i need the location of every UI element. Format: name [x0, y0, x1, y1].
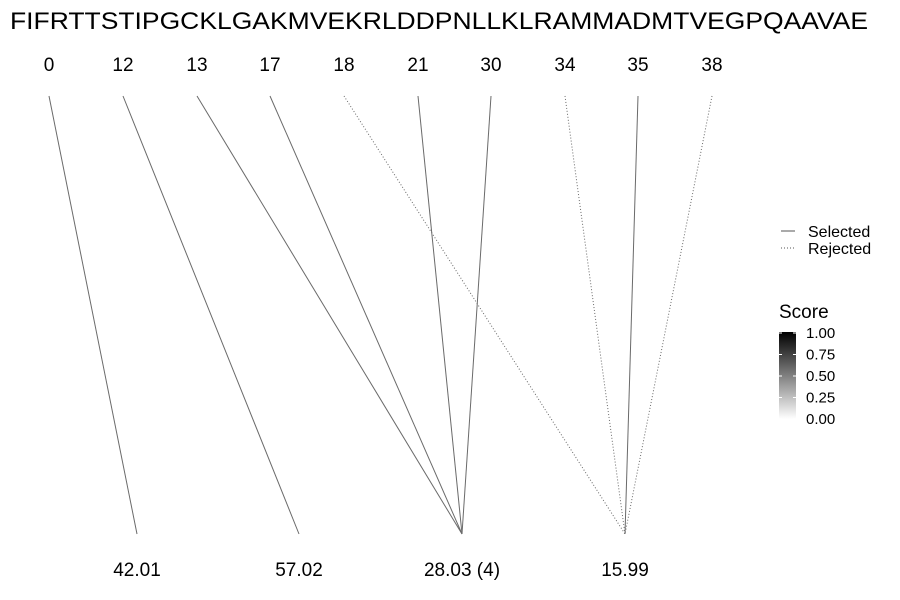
top-position-label: 30 [480, 55, 501, 76]
top-position-label: 18 [333, 55, 354, 76]
score-tick-label: 1.00 [806, 325, 835, 342]
bottom-value-label: 42.01 [113, 560, 161, 581]
selected-link-line [48, 95, 138, 535]
top-position-label: 21 [407, 55, 428, 76]
line-type-legend: Selected Rejected [781, 224, 871, 258]
score-tick-label: 0.75 [806, 347, 835, 364]
top-position-labels: 0 12 13 17 18 21 30 34 35 38 [44, 55, 723, 76]
rejected-legend-label: Rejected [808, 241, 871, 258]
top-position-label: 12 [112, 55, 133, 76]
bottom-value-label: 15.99 [601, 560, 649, 581]
selected-link-line [269, 95, 463, 535]
top-position-label: 0 [44, 55, 55, 76]
selected-link-line [624, 95, 639, 535]
rejected-link-line [624, 95, 713, 535]
bottom-value-label: 57.02 [275, 560, 323, 581]
score-tick-label: 0.25 [806, 390, 835, 407]
bottom-value-labels: 42.01 57.02 28.03 (4) 15.99 [113, 560, 649, 581]
bottom-value-label: 28.03 (4) [424, 560, 500, 581]
top-position-label: 35 [627, 55, 648, 76]
selected-link-line [122, 95, 300, 535]
score-ticks: 1.00 0.75 0.50 0.25 0.00 [779, 325, 835, 428]
sequence-title: FIFRTTSTIPGCKLGAKMVEKRLDDPNLLKLRAMMADMTV… [10, 8, 868, 35]
selected-link-line [196, 95, 463, 535]
rejected-link-line [343, 95, 626, 535]
links-group [48, 95, 713, 535]
selected-legend-label: Selected [808, 224, 870, 241]
score-legend-title: Score [779, 302, 829, 323]
score-tick-label: 0.00 [806, 411, 835, 428]
score-colorbar [779, 332, 796, 419]
top-position-label: 34 [554, 55, 576, 76]
top-position-label: 13 [186, 55, 207, 76]
selected-link-line [461, 95, 492, 535]
rejected-link-line [564, 95, 626, 535]
selected-link-line [417, 95, 463, 535]
score-tick-label: 0.50 [806, 368, 835, 385]
score-legend: Score 1.00 0.75 0.50 0.25 0.00 [779, 302, 835, 428]
top-position-label: 17 [259, 55, 280, 76]
top-position-label: 38 [701, 55, 722, 76]
